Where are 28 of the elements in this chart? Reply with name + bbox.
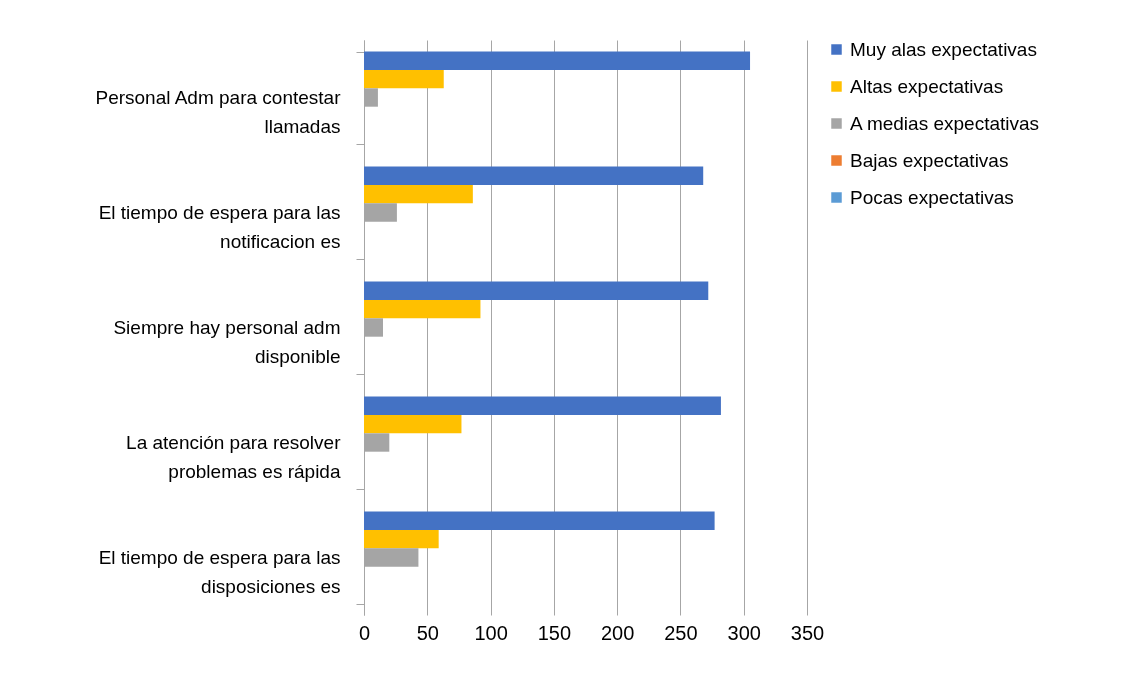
- legend-label: Muy alas expectativas: [850, 38, 1037, 60]
- y-tick-label: La atención para resolver problemas es rápida: [126, 432, 342, 482]
- x-tick-label: 200: [600, 621, 635, 644]
- bar: [364, 166, 704, 185]
- bar: [364, 281, 709, 300]
- bar: [364, 529, 439, 549]
- y-tick-label: Personal Adm para contestar llamadas: [95, 87, 342, 137]
- x-tick-label: 0: [358, 621, 371, 644]
- bar: [364, 299, 481, 319]
- bar: [364, 51, 751, 70]
- x-tick-label: 250: [664, 621, 698, 644]
- bar: [364, 414, 462, 434]
- x-tick-label: 50: [416, 621, 439, 644]
- legend-label: Altas expectativas: [850, 75, 1004, 97]
- bar: [364, 184, 473, 204]
- legend-label: Bajas expectativas: [850, 149, 1009, 171]
- legend-label: Pocas expectativas: [850, 186, 1014, 208]
- bar: [364, 396, 721, 415]
- y-tick-label: El tiempo de espera para las disposiciones es: [98, 547, 341, 597]
- legend-label: A medias expectativas: [850, 112, 1040, 134]
- x-tick-label: 350: [790, 621, 825, 644]
- x-tick-label: 150: [537, 621, 572, 644]
- bar: [364, 511, 715, 530]
- y-tick-label: El tiempo de espera para las notificacion es: [98, 202, 341, 252]
- x-tick-label: 100: [474, 621, 508, 644]
- bar: [364, 69, 444, 89]
- x-tick-label: 300: [727, 621, 761, 644]
- y-tick-label: Siempre hay personal adm disponible: [113, 317, 341, 367]
